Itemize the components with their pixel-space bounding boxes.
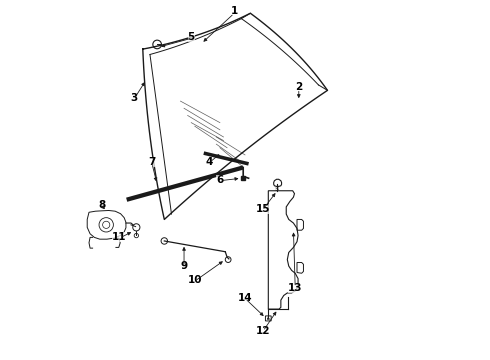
Text: 4: 4 <box>205 157 213 167</box>
Text: 12: 12 <box>256 325 270 336</box>
Text: 3: 3 <box>130 93 138 103</box>
Text: 5: 5 <box>188 32 195 41</box>
Text: 13: 13 <box>288 283 302 293</box>
Text: 11: 11 <box>112 232 127 242</box>
Text: 8: 8 <box>98 200 105 210</box>
Text: 15: 15 <box>256 204 270 214</box>
Text: 7: 7 <box>148 157 155 167</box>
Polygon shape <box>126 165 244 202</box>
Text: 6: 6 <box>216 175 223 185</box>
Text: 10: 10 <box>188 275 202 285</box>
Text: 9: 9 <box>180 261 188 271</box>
Text: 1: 1 <box>231 6 238 17</box>
Polygon shape <box>242 176 245 180</box>
Polygon shape <box>203 151 249 166</box>
Text: 2: 2 <box>295 82 302 92</box>
Text: 14: 14 <box>238 293 252 303</box>
